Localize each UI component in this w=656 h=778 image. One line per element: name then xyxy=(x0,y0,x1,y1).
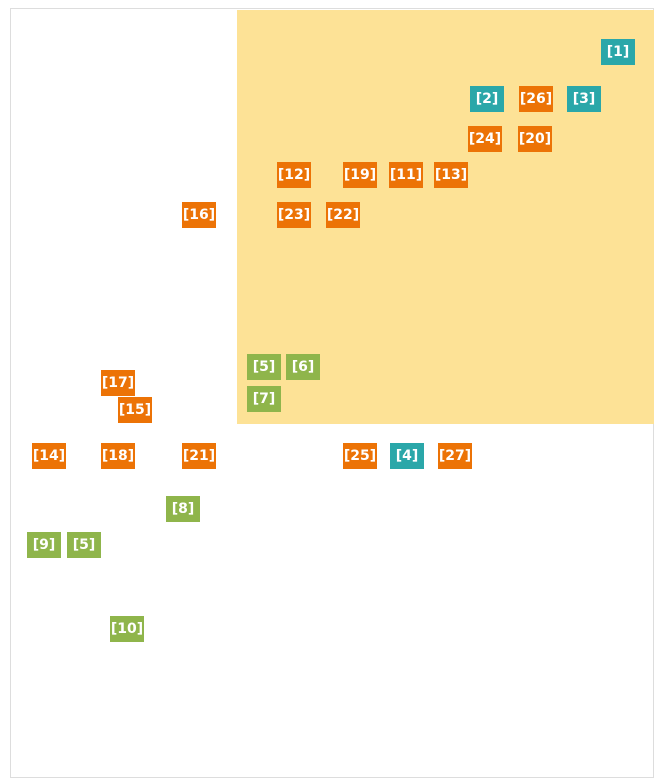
reference-box: [5] xyxy=(247,354,281,380)
reference-box: [18] xyxy=(101,443,135,469)
reference-box: [3] xyxy=(567,86,601,112)
reference-box: [6] xyxy=(286,354,320,380)
reference-box: [5] xyxy=(67,532,101,558)
reference-box: [13] xyxy=(434,162,468,188)
reference-box: [12] xyxy=(277,162,311,188)
reference-box: [1] xyxy=(601,39,635,65)
reference-box: [11] xyxy=(389,162,423,188)
reference-box: [2] xyxy=(470,86,504,112)
reference-box: [9] xyxy=(27,532,61,558)
reference-box: [15] xyxy=(118,397,152,423)
reference-box: [26] xyxy=(519,86,553,112)
reference-box: [21] xyxy=(182,443,216,469)
reference-box: [10] xyxy=(110,616,144,642)
reference-box: [19] xyxy=(343,162,377,188)
reference-box: [17] xyxy=(101,370,135,396)
reference-box: [16] xyxy=(182,202,216,228)
reference-box: [27] xyxy=(438,443,472,469)
reference-box: [23] xyxy=(277,202,311,228)
reference-box: [20] xyxy=(518,126,552,152)
reference-box: [4] xyxy=(390,443,424,469)
reference-box: [25] xyxy=(343,443,377,469)
reference-box: [8] xyxy=(166,496,200,522)
reference-box: [22] xyxy=(326,202,360,228)
reference-box: [7] xyxy=(247,386,281,412)
reference-box: [14] xyxy=(32,443,66,469)
reference-box: [24] xyxy=(468,126,502,152)
